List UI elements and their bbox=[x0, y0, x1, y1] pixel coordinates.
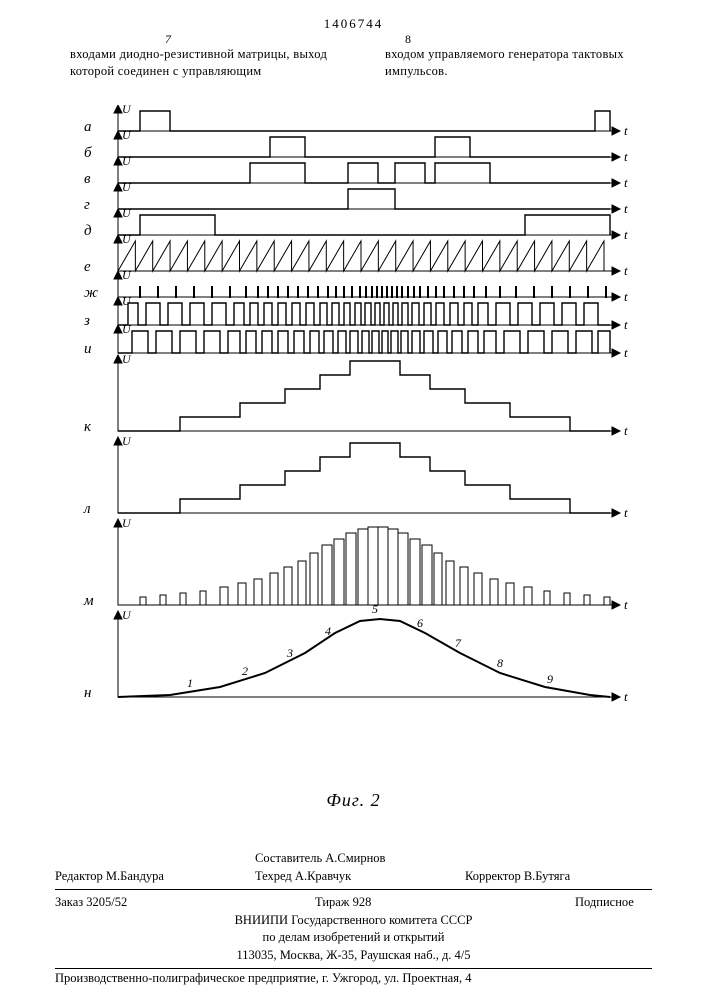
svg-text:U: U bbox=[122, 434, 132, 448]
subscribe: Подписное bbox=[575, 894, 652, 912]
svg-text:U: U bbox=[122, 105, 132, 116]
svg-text:t: t bbox=[624, 123, 628, 138]
org-line-1: ВНИИПИ Государственного комитета СССР bbox=[55, 912, 652, 930]
svg-text:U: U bbox=[122, 268, 132, 282]
top-text-right: входом управляемого генератора тактовых … bbox=[385, 46, 665, 80]
svg-text:6: 6 bbox=[417, 616, 423, 630]
svg-text:м: м bbox=[83, 593, 94, 609]
divider bbox=[55, 968, 652, 969]
svg-text:н: н bbox=[84, 685, 91, 701]
svg-text:t: t bbox=[624, 149, 628, 164]
svg-text:к: к bbox=[84, 419, 92, 435]
editor: Редактор М.Бандура bbox=[55, 868, 255, 886]
svg-text:е: е bbox=[84, 259, 91, 275]
svg-text:3: 3 bbox=[286, 646, 293, 660]
svg-text:л: л bbox=[83, 501, 91, 517]
svg-text:з: з bbox=[83, 313, 90, 329]
timing-diagram-figure: а Ut б Ut в Ut г Ut д Ut е Ut ж Ut з Ut и Ut к Ut л Ut м Ut н Ut 1… bbox=[80, 105, 635, 795]
svg-text:U: U bbox=[122, 232, 132, 246]
svg-text:U: U bbox=[122, 322, 132, 336]
svg-text:и: и bbox=[84, 341, 92, 357]
svg-text:t: t bbox=[624, 345, 628, 360]
svg-text:U: U bbox=[122, 352, 132, 366]
techred: Техред А.Кравчук bbox=[255, 868, 465, 886]
top-text-left: входами диодно-резистивной матрицы, выхо… bbox=[70, 46, 370, 80]
svg-text:8: 8 bbox=[497, 656, 503, 670]
divider bbox=[55, 889, 652, 890]
svg-text:г: г bbox=[84, 197, 90, 213]
svg-text:в: в bbox=[84, 171, 91, 187]
svg-text:1: 1 bbox=[187, 676, 193, 690]
svg-text:б: б bbox=[84, 145, 92, 161]
patent-page: 1406744 7 8 входами диодно-резистивной м… bbox=[0, 0, 707, 1000]
tirazh: Тираж 928 bbox=[315, 894, 575, 912]
svg-text:7: 7 bbox=[455, 636, 462, 650]
svg-text:4: 4 bbox=[325, 624, 331, 638]
svg-text:9: 9 bbox=[547, 672, 553, 686]
figure-caption: Фиг. 2 bbox=[0, 790, 707, 811]
svg-text:U: U bbox=[122, 128, 132, 142]
column-number-left: 7 bbox=[165, 32, 171, 47]
svg-text:t: t bbox=[624, 317, 628, 332]
column-number-right: 8 bbox=[405, 32, 411, 47]
svg-text:а: а bbox=[84, 119, 92, 135]
order-number: Заказ 3205/52 bbox=[55, 894, 315, 912]
svg-text:ж: ж bbox=[84, 285, 98, 301]
svg-text:U: U bbox=[122, 180, 132, 194]
svg-text:t: t bbox=[624, 289, 628, 304]
page-number: 1406744 bbox=[0, 16, 707, 32]
svg-text:t: t bbox=[624, 597, 628, 612]
org-line-2: по делам изобретений и открытий bbox=[55, 929, 652, 947]
org-address: 113035, Москва, Ж-35, Раушская наб., д. … bbox=[55, 947, 652, 965]
svg-text:U: U bbox=[122, 154, 132, 168]
corrector: Корректор В.Бутяга bbox=[465, 868, 652, 886]
svg-text:2: 2 bbox=[242, 664, 248, 678]
svg-text:U: U bbox=[122, 294, 132, 308]
svg-text:t: t bbox=[624, 227, 628, 242]
svg-text:t: t bbox=[624, 201, 628, 216]
svg-text:t: t bbox=[624, 505, 628, 520]
footer-line: Производственно-полиграфическое предприя… bbox=[55, 971, 652, 986]
svg-text:t: t bbox=[624, 263, 628, 278]
svg-text:t: t bbox=[624, 423, 628, 438]
svg-text:U: U bbox=[122, 608, 132, 622]
svg-text:U: U bbox=[122, 206, 132, 220]
credits-block: Составитель А.Смирнов Редактор М.Бандура… bbox=[55, 850, 652, 973]
svg-text:д: д bbox=[84, 223, 92, 239]
svg-text:t: t bbox=[624, 175, 628, 190]
svg-text:U: U bbox=[122, 516, 132, 530]
compiler: Составитель А.Смирнов bbox=[255, 850, 465, 868]
timing-diagram-svg: а Ut б Ut в Ut г Ut д Ut е Ut ж Ut з Ut и Ut к Ut л Ut м Ut н Ut 1… bbox=[80, 105, 635, 795]
svg-text:5: 5 bbox=[372, 602, 378, 616]
svg-text:t: t bbox=[624, 689, 628, 704]
